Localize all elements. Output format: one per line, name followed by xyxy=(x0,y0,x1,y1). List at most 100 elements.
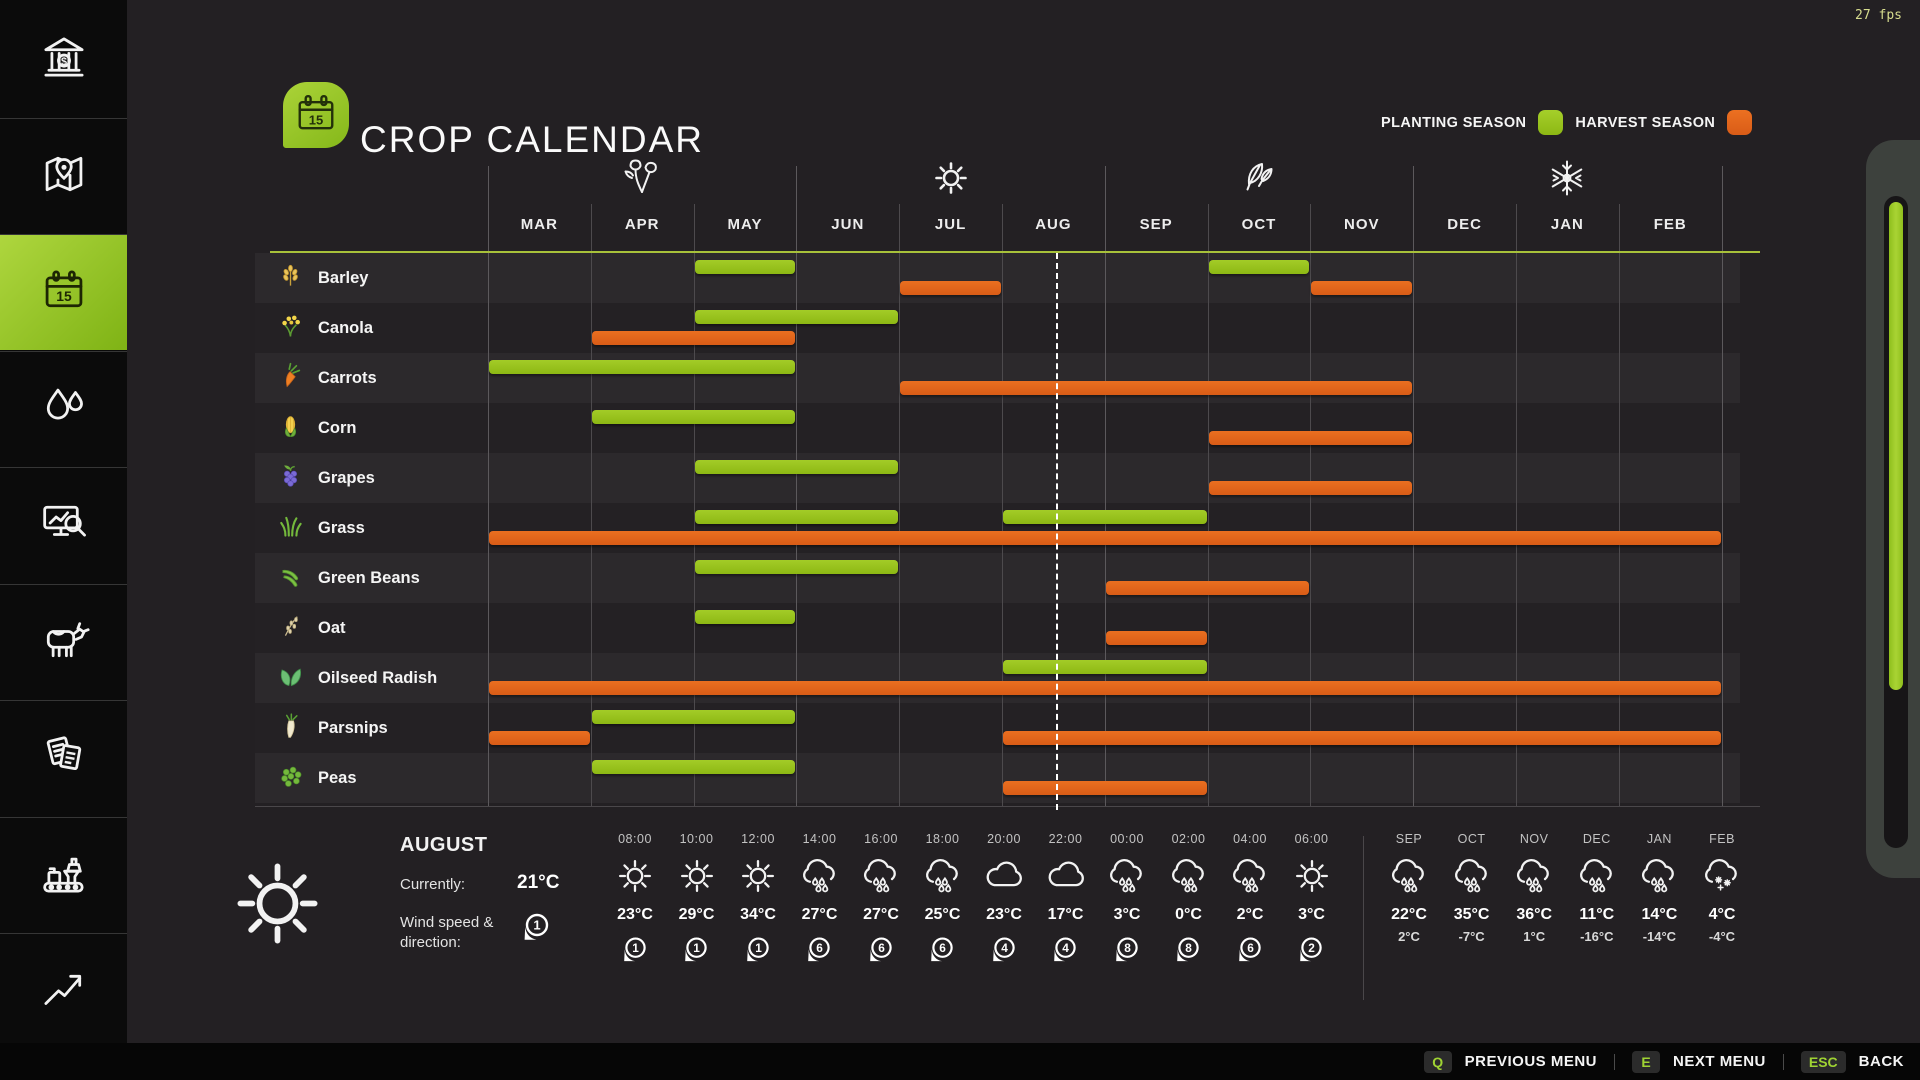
harvest-season-swatch xyxy=(1727,110,1753,135)
svg-text:1: 1 xyxy=(755,941,762,955)
season-autumn-leaves-icon xyxy=(1235,154,1283,202)
hourly-forecast-column: 06:00 3°C 2 xyxy=(1281,832,1343,970)
bottom-bar-action-back[interactable]: BACK xyxy=(1858,1053,1904,1070)
hourly-forecast-column: 02:00 0°C 8 xyxy=(1158,832,1220,970)
legend-planting-label: PLANTING SEASON xyxy=(1381,114,1527,131)
hourly-forecast-column: 18:00 25°C 6 xyxy=(912,832,974,970)
weather-rain-icon xyxy=(1378,853,1440,904)
sidebar-item-statistics[interactable] xyxy=(0,467,127,583)
sidebar-item-water[interactable] xyxy=(0,351,127,467)
map-icon xyxy=(35,145,93,208)
scrollbar-track[interactable] xyxy=(1884,196,1908,848)
svg-text:1: 1 xyxy=(632,941,639,955)
weather-sun-icon xyxy=(666,853,728,904)
sidebar-item-contracts[interactable] xyxy=(0,700,127,816)
harvest-bar xyxy=(1311,281,1413,295)
svg-text:4: 4 xyxy=(1062,941,1069,955)
forecast-time: 02:00 xyxy=(1171,832,1206,846)
forecast-high-temperature: 4°C xyxy=(1708,906,1736,923)
svg-text:15: 15 xyxy=(56,288,72,304)
svg-text:1: 1 xyxy=(693,941,700,955)
wind-label-line1: Wind speed & xyxy=(400,914,494,931)
forecast-month: SEP xyxy=(1395,832,1423,846)
sidebar-item-prices[interactable] xyxy=(0,933,127,1043)
monthly-forecast-column: DEC 11°C -16°C xyxy=(1566,832,1628,944)
crop-name: Peas xyxy=(318,768,357,787)
scrollbar[interactable] xyxy=(1866,140,1920,878)
month-label-apr: APR xyxy=(624,216,660,233)
sidebar-item-map[interactable] xyxy=(0,118,127,234)
svg-text:6: 6 xyxy=(1247,941,1254,955)
hourly-forecast-column: 20:00 23°C 4 xyxy=(973,832,1035,970)
sidebar-item-animals[interactable] xyxy=(0,584,127,700)
season-summer-sun-icon xyxy=(927,154,975,202)
weather-rain-icon xyxy=(1219,853,1281,904)
harvest-bar xyxy=(1003,781,1207,795)
weather-rain-icon xyxy=(1503,853,1565,904)
page-title: CROP CALENDAR xyxy=(360,118,705,160)
key-hint-q[interactable]: Q xyxy=(1423,1050,1452,1073)
crop-name: Grapes xyxy=(318,468,375,487)
month-grid-line xyxy=(899,204,900,806)
svg-text:4: 4 xyxy=(1001,941,1008,955)
month-label-aug: AUG xyxy=(1035,216,1072,233)
forecast-temperature: 27°C xyxy=(801,906,838,923)
season-spring-flowers-icon xyxy=(618,154,666,202)
harvest-bar xyxy=(1105,631,1207,645)
forecast-time: 08:00 xyxy=(618,832,652,846)
peas-icon xyxy=(277,762,304,794)
month-grid-line xyxy=(796,166,797,806)
green-beans-icon xyxy=(277,562,304,594)
forecast-time: 14:00 xyxy=(802,832,837,846)
forecast-low-temperature: -4°C xyxy=(1708,929,1736,944)
sidebar-item-calendar[interactable]: 15 xyxy=(0,234,127,350)
forecast-low-temperature: -16°C xyxy=(1580,929,1614,944)
key-hint-esc[interactable]: ESC xyxy=(1800,1050,1846,1073)
forecast-divider xyxy=(1363,836,1364,1000)
month-grid-line xyxy=(1516,204,1517,806)
crop-row-grapes: Grapes xyxy=(277,453,497,503)
wind-direction-badge: 4 xyxy=(973,934,1035,970)
svg-text:8: 8 xyxy=(1185,941,1192,955)
crop-name: Grass xyxy=(318,518,365,537)
harvest-bar xyxy=(489,531,1721,545)
main-panel: 27 fps 15 CROP CALENDAR PLANTING SEASON … xyxy=(127,0,1920,1043)
grid-bottom-line xyxy=(255,806,1760,807)
crop-name: Oat xyxy=(318,618,346,637)
crop-row-peas: Peas xyxy=(277,753,497,803)
monthly-forecast-column: SEP 22°C 2°C xyxy=(1378,832,1440,944)
calendar-icon: 15 xyxy=(35,261,93,324)
forecast-temperature: 23°C xyxy=(617,906,653,923)
bottom-bar-action-next-menu[interactable]: NEXT MENU xyxy=(1673,1053,1766,1070)
key-hint-e[interactable]: E xyxy=(1632,1050,1661,1073)
crop-row-oilseed-radish: Oilseed Radish xyxy=(277,653,497,703)
trending-up-icon xyxy=(35,960,93,1023)
crop-row-green-beans: Green Beans xyxy=(277,553,497,603)
weather-cloud-icon xyxy=(973,853,1035,904)
crop-row-grass: Grass xyxy=(277,503,497,553)
monthly-forecast-column: OCT 35°C -7°C xyxy=(1441,832,1503,944)
sidebar-item-finances[interactable]: $ xyxy=(0,2,127,117)
forecast-temperature: 34°C xyxy=(740,906,776,923)
planting-bar xyxy=(1003,510,1207,524)
svg-text:$: $ xyxy=(60,56,66,68)
month-grid-line xyxy=(1310,204,1311,806)
month-label-nov: NOV xyxy=(1344,216,1380,233)
legend-harvest-label: HARVEST SEASON xyxy=(1575,114,1716,131)
month-label-jul: JUL xyxy=(934,216,967,233)
forecast-low-temperature: -7°C xyxy=(1458,929,1485,944)
wind-direction-badge: 2 xyxy=(1281,934,1343,970)
month-header-underline xyxy=(270,251,1760,253)
weather-rain-icon xyxy=(1441,853,1503,904)
forecast-temperature: 27°C xyxy=(863,906,899,923)
weather-rain-icon xyxy=(1158,853,1220,904)
legend: PLANTING SEASON HARVEST SEASON xyxy=(1381,110,1753,135)
month-label-mar: MAR xyxy=(520,216,558,233)
sidebar-item-production[interactable] xyxy=(0,817,127,933)
planting-bar xyxy=(591,410,796,424)
bottom-bar-action-previous-menu[interactable]: PREVIOUS MENU xyxy=(1464,1053,1598,1070)
month-label-jun: JUN xyxy=(831,216,865,233)
forecast-month: JAN xyxy=(1646,832,1672,846)
scrollbar-thumb[interactable] xyxy=(1889,202,1903,690)
forecast-month: NOV xyxy=(1519,832,1549,846)
